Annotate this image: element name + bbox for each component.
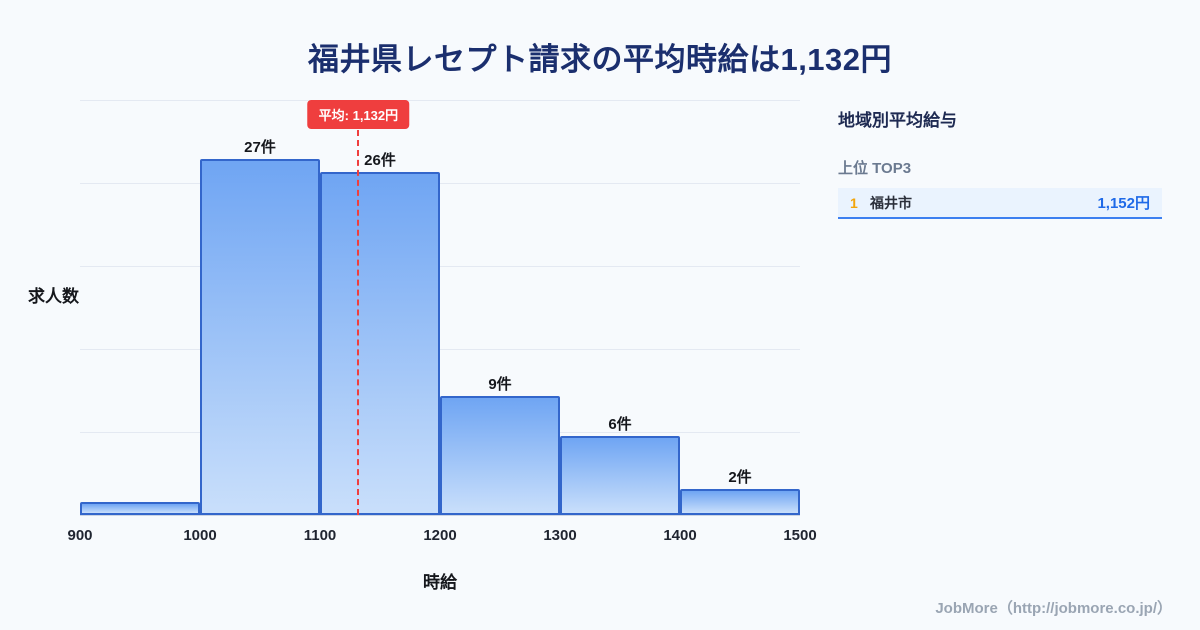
sidebar: 地域別平均給与 上位 TOP3 1 福井市 1,152円 xyxy=(838,106,1162,219)
mean-badge: 平均: 1,132円 xyxy=(307,100,410,129)
x-tick-label: 1000 xyxy=(183,527,217,544)
x-tick-label: 900 xyxy=(67,527,93,544)
gridline xyxy=(80,183,800,184)
x-axis-label: 時給 xyxy=(423,573,457,592)
page-title: 福井県レセプト請求の平均時給は1,132円 xyxy=(307,42,893,77)
x-tick-label: 1500 xyxy=(783,527,817,544)
x-tick-label: 1200 xyxy=(423,527,457,544)
plot-area: 27件 26件 9件 6件 2件 900 1000 1100 1200 1300 1400 1500 平… xyxy=(67,100,817,544)
bar-value-label: 6件 xyxy=(608,415,632,433)
gridline xyxy=(80,515,800,516)
sidebar-heading: 地域別平均給与 xyxy=(838,111,957,130)
area-name: 福井市 xyxy=(870,194,912,211)
gridline xyxy=(80,100,800,101)
histogram-bar xyxy=(80,501,200,515)
ranking-list: 1 福井市 1,152円 xyxy=(838,188,1162,219)
histogram-bar xyxy=(560,435,680,515)
x-tick-label: 1300 xyxy=(543,527,577,544)
mean-line xyxy=(357,130,360,515)
y-axis-label: 求人数 xyxy=(28,287,79,306)
gridline xyxy=(80,266,800,267)
bar-value-label: 27件 xyxy=(244,139,276,157)
sidebar-subheading: 上位 TOP3 xyxy=(838,160,912,177)
histogram-bar xyxy=(440,396,560,515)
ranking-row: 1 福井市 1,152円 xyxy=(838,188,1162,219)
bar-value-label: 26件 xyxy=(364,152,396,170)
salary-value: 1,152円 xyxy=(1097,195,1150,212)
x-tick-label: 1100 xyxy=(303,527,337,544)
histogram-bar xyxy=(320,172,440,515)
x-tick-label: 1400 xyxy=(663,527,697,544)
rank-number: 1 xyxy=(850,194,858,211)
footer-credit: JobMore（http://jobmore.co.jp/） xyxy=(935,600,1172,617)
bar-value-label: 2件 xyxy=(728,468,752,486)
bar-value-label: 9件 xyxy=(488,376,512,394)
histogram-bar xyxy=(200,159,320,515)
gridline xyxy=(80,349,800,350)
histogram-bar xyxy=(680,488,800,515)
